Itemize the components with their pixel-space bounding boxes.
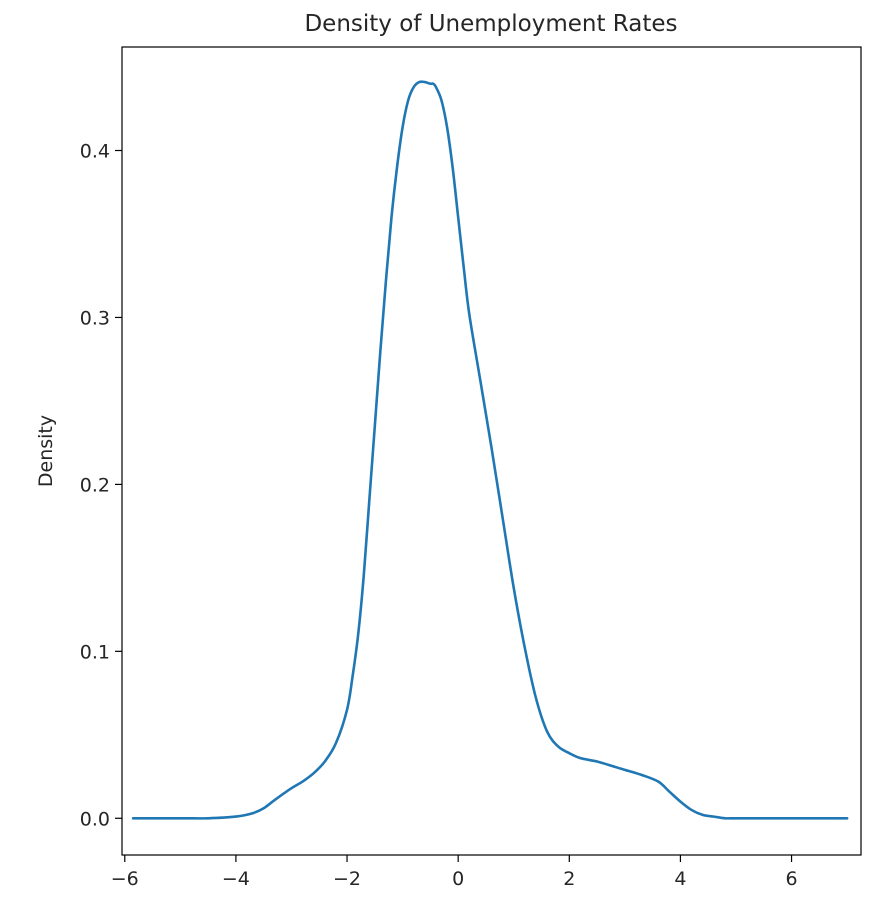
curve-layer (131, 80, 849, 820)
x-tick-label: −6 (111, 868, 139, 890)
y-tick-label: 0.4 (80, 141, 110, 163)
y-tick-label: 0.3 (80, 307, 110, 329)
x-tick-label: 2 (563, 868, 575, 890)
y-tick-label: 0.2 (80, 474, 110, 496)
chart-title: Density of Unemployment Rates (304, 11, 677, 37)
x-tick-label: 4 (674, 868, 686, 890)
x-axis: −6 −4 −2 0 2 4 6 (111, 855, 798, 890)
y-axis-label: Density (35, 415, 57, 487)
density-line-0 (131, 80, 849, 820)
x-tick-label: −2 (333, 868, 361, 890)
x-tick-label: −4 (222, 868, 250, 890)
y-tick-label: 0.0 (80, 808, 110, 830)
y-axis: 0.0 0.1 0.2 0.3 0.4 (80, 141, 122, 830)
x-tick-label: 0 (452, 868, 464, 890)
x-tick-label: 6 (785, 868, 797, 890)
y-tick-label: 0.1 (80, 641, 110, 663)
